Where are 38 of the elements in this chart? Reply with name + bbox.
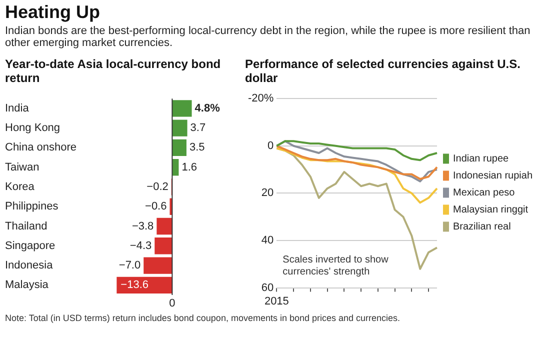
data-label: 3.5 bbox=[189, 142, 205, 154]
data-label: −13.6 bbox=[120, 279, 149, 292]
chart-title: Year-to-date Asia local-currency bond return bbox=[5, 57, 222, 87]
y-tick-label: Malaysia bbox=[5, 279, 50, 292]
data-label: 4.8% bbox=[194, 102, 220, 114]
y-tick-label: 40 bbox=[261, 234, 274, 247]
y-tick-label: China onshore bbox=[5, 142, 77, 154]
y-tick-label: Thailand bbox=[5, 220, 48, 232]
y-tick-label: Singapore bbox=[5, 240, 56, 252]
data-label: −0.2 bbox=[146, 181, 168, 194]
data-label: −3.8 bbox=[132, 220, 154, 232]
legend-label: Mexican peso bbox=[453, 187, 516, 198]
y-tick-label: Philippines bbox=[5, 200, 59, 213]
y-tick-label: 20 bbox=[261, 187, 274, 200]
text: Heating Up bbox=[5, 2, 102, 23]
ref-line-label: 0 bbox=[169, 298, 176, 310]
legend-label: Malaysian ringgit bbox=[453, 204, 528, 216]
data-label: −0.6 bbox=[145, 200, 167, 213]
legend-label: Brazilian real bbox=[453, 221, 511, 232]
y-tick-label: India bbox=[5, 102, 30, 114]
data-label: 1.6 bbox=[182, 161, 198, 174]
annotation: Scales inverted to show currencies' strength bbox=[282, 254, 390, 278]
chart-title: Performance of selected currencies against U.S. dollar bbox=[245, 57, 522, 87]
text: Note: Total (in USD terms) return includes bond coupon, movements in bond prices and currencies. bbox=[5, 313, 402, 323]
data-label: 3.7 bbox=[190, 122, 206, 134]
y-tick-label: Hong Kong bbox=[5, 122, 60, 134]
legend-label: Indonesian rupiah bbox=[453, 170, 533, 182]
y-tick-label: 60 bbox=[261, 282, 274, 294]
y-tick-label: Indonesia bbox=[5, 260, 54, 272]
legend-label: Indian rupee bbox=[453, 153, 510, 164]
data-label: −7.0 bbox=[118, 260, 141, 272]
y-tick-label: Korea bbox=[5, 181, 36, 194]
y-tick-label: -20% bbox=[248, 92, 274, 105]
text: Indian bonds are the best-performing local-currency debt in the region, while the rupee is more resilient than other emerging market currencies. bbox=[5, 25, 532, 49]
data-label: −4.3 bbox=[130, 240, 152, 252]
y-tick-label: Taiwan bbox=[5, 161, 40, 174]
y-tick-label: 0 bbox=[268, 140, 274, 152]
x-tick-label: 2015 bbox=[264, 295, 289, 308]
